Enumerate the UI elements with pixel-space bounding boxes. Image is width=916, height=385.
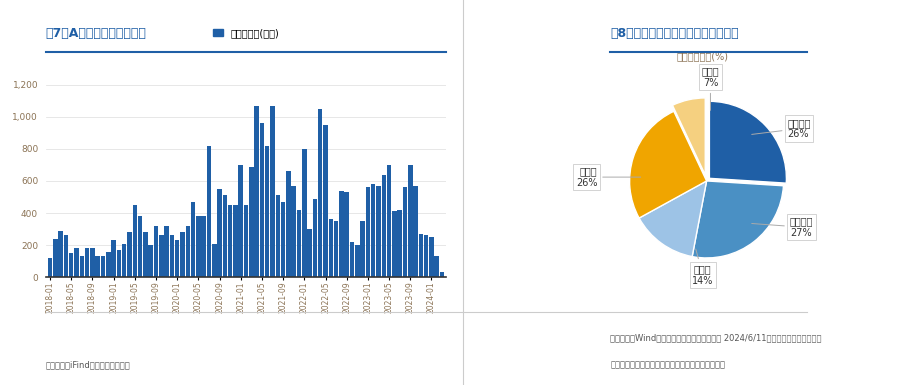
Bar: [217, 189, 222, 277]
Bar: [408, 165, 412, 277]
Bar: [281, 202, 286, 277]
Bar: [159, 236, 164, 277]
Bar: [148, 245, 153, 277]
Bar: [270, 105, 275, 277]
Bar: [392, 211, 397, 277]
Bar: [440, 273, 444, 277]
Text: 图7：A股重要股东减持市值: 图7：A股重要股东减持市值: [46, 27, 147, 40]
Bar: [302, 149, 307, 277]
Bar: [244, 205, 248, 277]
Bar: [202, 216, 206, 277]
Bar: [376, 186, 381, 277]
Bar: [249, 166, 254, 277]
Legend: 总减持市值(亿元): 总减持市值(亿元): [213, 28, 279, 38]
Bar: [387, 165, 391, 277]
Bar: [69, 253, 73, 277]
Bar: [371, 184, 376, 277]
Bar: [382, 174, 386, 277]
Bar: [297, 210, 301, 277]
Text: 受限家数占比(%): 受限家数占比(%): [677, 51, 729, 61]
Bar: [234, 205, 237, 277]
Bar: [154, 226, 158, 277]
Bar: [85, 248, 90, 277]
Bar: [434, 256, 439, 277]
Bar: [333, 221, 338, 277]
Text: 资料来源：Wind，国元证券研究所，时间截至 2024/6/11，北交所除上述要求外，: 资料来源：Wind，国元证券研究所，时间截至 2024/6/11，北交所除上述要…: [610, 334, 822, 343]
Bar: [212, 243, 216, 277]
Bar: [48, 258, 52, 277]
Wedge shape: [692, 181, 783, 258]
Bar: [180, 232, 185, 277]
Bar: [259, 123, 264, 277]
Bar: [360, 221, 365, 277]
Text: 上证主板
26%: 上证主板 26%: [752, 118, 811, 139]
Bar: [339, 191, 344, 277]
Bar: [207, 146, 212, 277]
Bar: [291, 186, 296, 277]
Text: 北交所
7%: 北交所 7%: [702, 66, 719, 110]
Bar: [276, 195, 280, 277]
Bar: [238, 165, 243, 277]
Bar: [53, 239, 58, 277]
Bar: [137, 216, 142, 277]
Bar: [164, 226, 169, 277]
Bar: [286, 171, 290, 277]
Bar: [112, 240, 115, 277]
Bar: [365, 187, 370, 277]
Bar: [127, 232, 132, 277]
Text: 图8：减持新规后大股东减持受限公司: 图8：减持新规后大股东减持受限公司: [610, 27, 739, 40]
Bar: [169, 236, 174, 277]
Wedge shape: [629, 111, 706, 218]
Text: 还包括最近一期经审计的归母净利润为负则不得减持: 还包括最近一期经审计的归母净利润为负则不得减持: [610, 361, 725, 370]
Bar: [430, 237, 433, 277]
Bar: [413, 186, 418, 277]
Bar: [265, 146, 269, 277]
Bar: [255, 105, 259, 277]
Bar: [191, 202, 195, 277]
Bar: [196, 216, 201, 277]
Bar: [350, 242, 354, 277]
Bar: [308, 229, 311, 277]
Bar: [95, 256, 100, 277]
Bar: [344, 192, 349, 277]
Wedge shape: [709, 101, 787, 183]
Text: 深证主板
27%: 深证主板 27%: [752, 216, 813, 238]
Bar: [64, 236, 68, 277]
Bar: [186, 226, 190, 277]
Bar: [74, 248, 79, 277]
Bar: [355, 245, 360, 277]
Bar: [133, 205, 137, 277]
Text: 资料来源：iFind，国元证券研究所: 资料来源：iFind，国元证券研究所: [46, 361, 131, 370]
Wedge shape: [672, 98, 705, 175]
Bar: [59, 231, 63, 277]
Bar: [323, 125, 328, 277]
Bar: [116, 250, 121, 277]
Bar: [329, 219, 333, 277]
Text: 科创板
14%: 科创板 14%: [692, 249, 714, 286]
Bar: [228, 205, 233, 277]
Bar: [90, 248, 94, 277]
Bar: [80, 256, 84, 277]
Bar: [101, 256, 105, 277]
Bar: [122, 243, 126, 277]
Bar: [318, 109, 322, 277]
Bar: [106, 251, 111, 277]
Bar: [312, 199, 317, 277]
Bar: [398, 210, 402, 277]
Bar: [419, 234, 423, 277]
Text: 创业板
26%: 创业板 26%: [576, 166, 640, 188]
Bar: [403, 187, 408, 277]
Bar: [175, 240, 180, 277]
Wedge shape: [639, 181, 706, 256]
Bar: [223, 195, 227, 277]
Bar: [424, 235, 429, 277]
Bar: [143, 232, 147, 277]
